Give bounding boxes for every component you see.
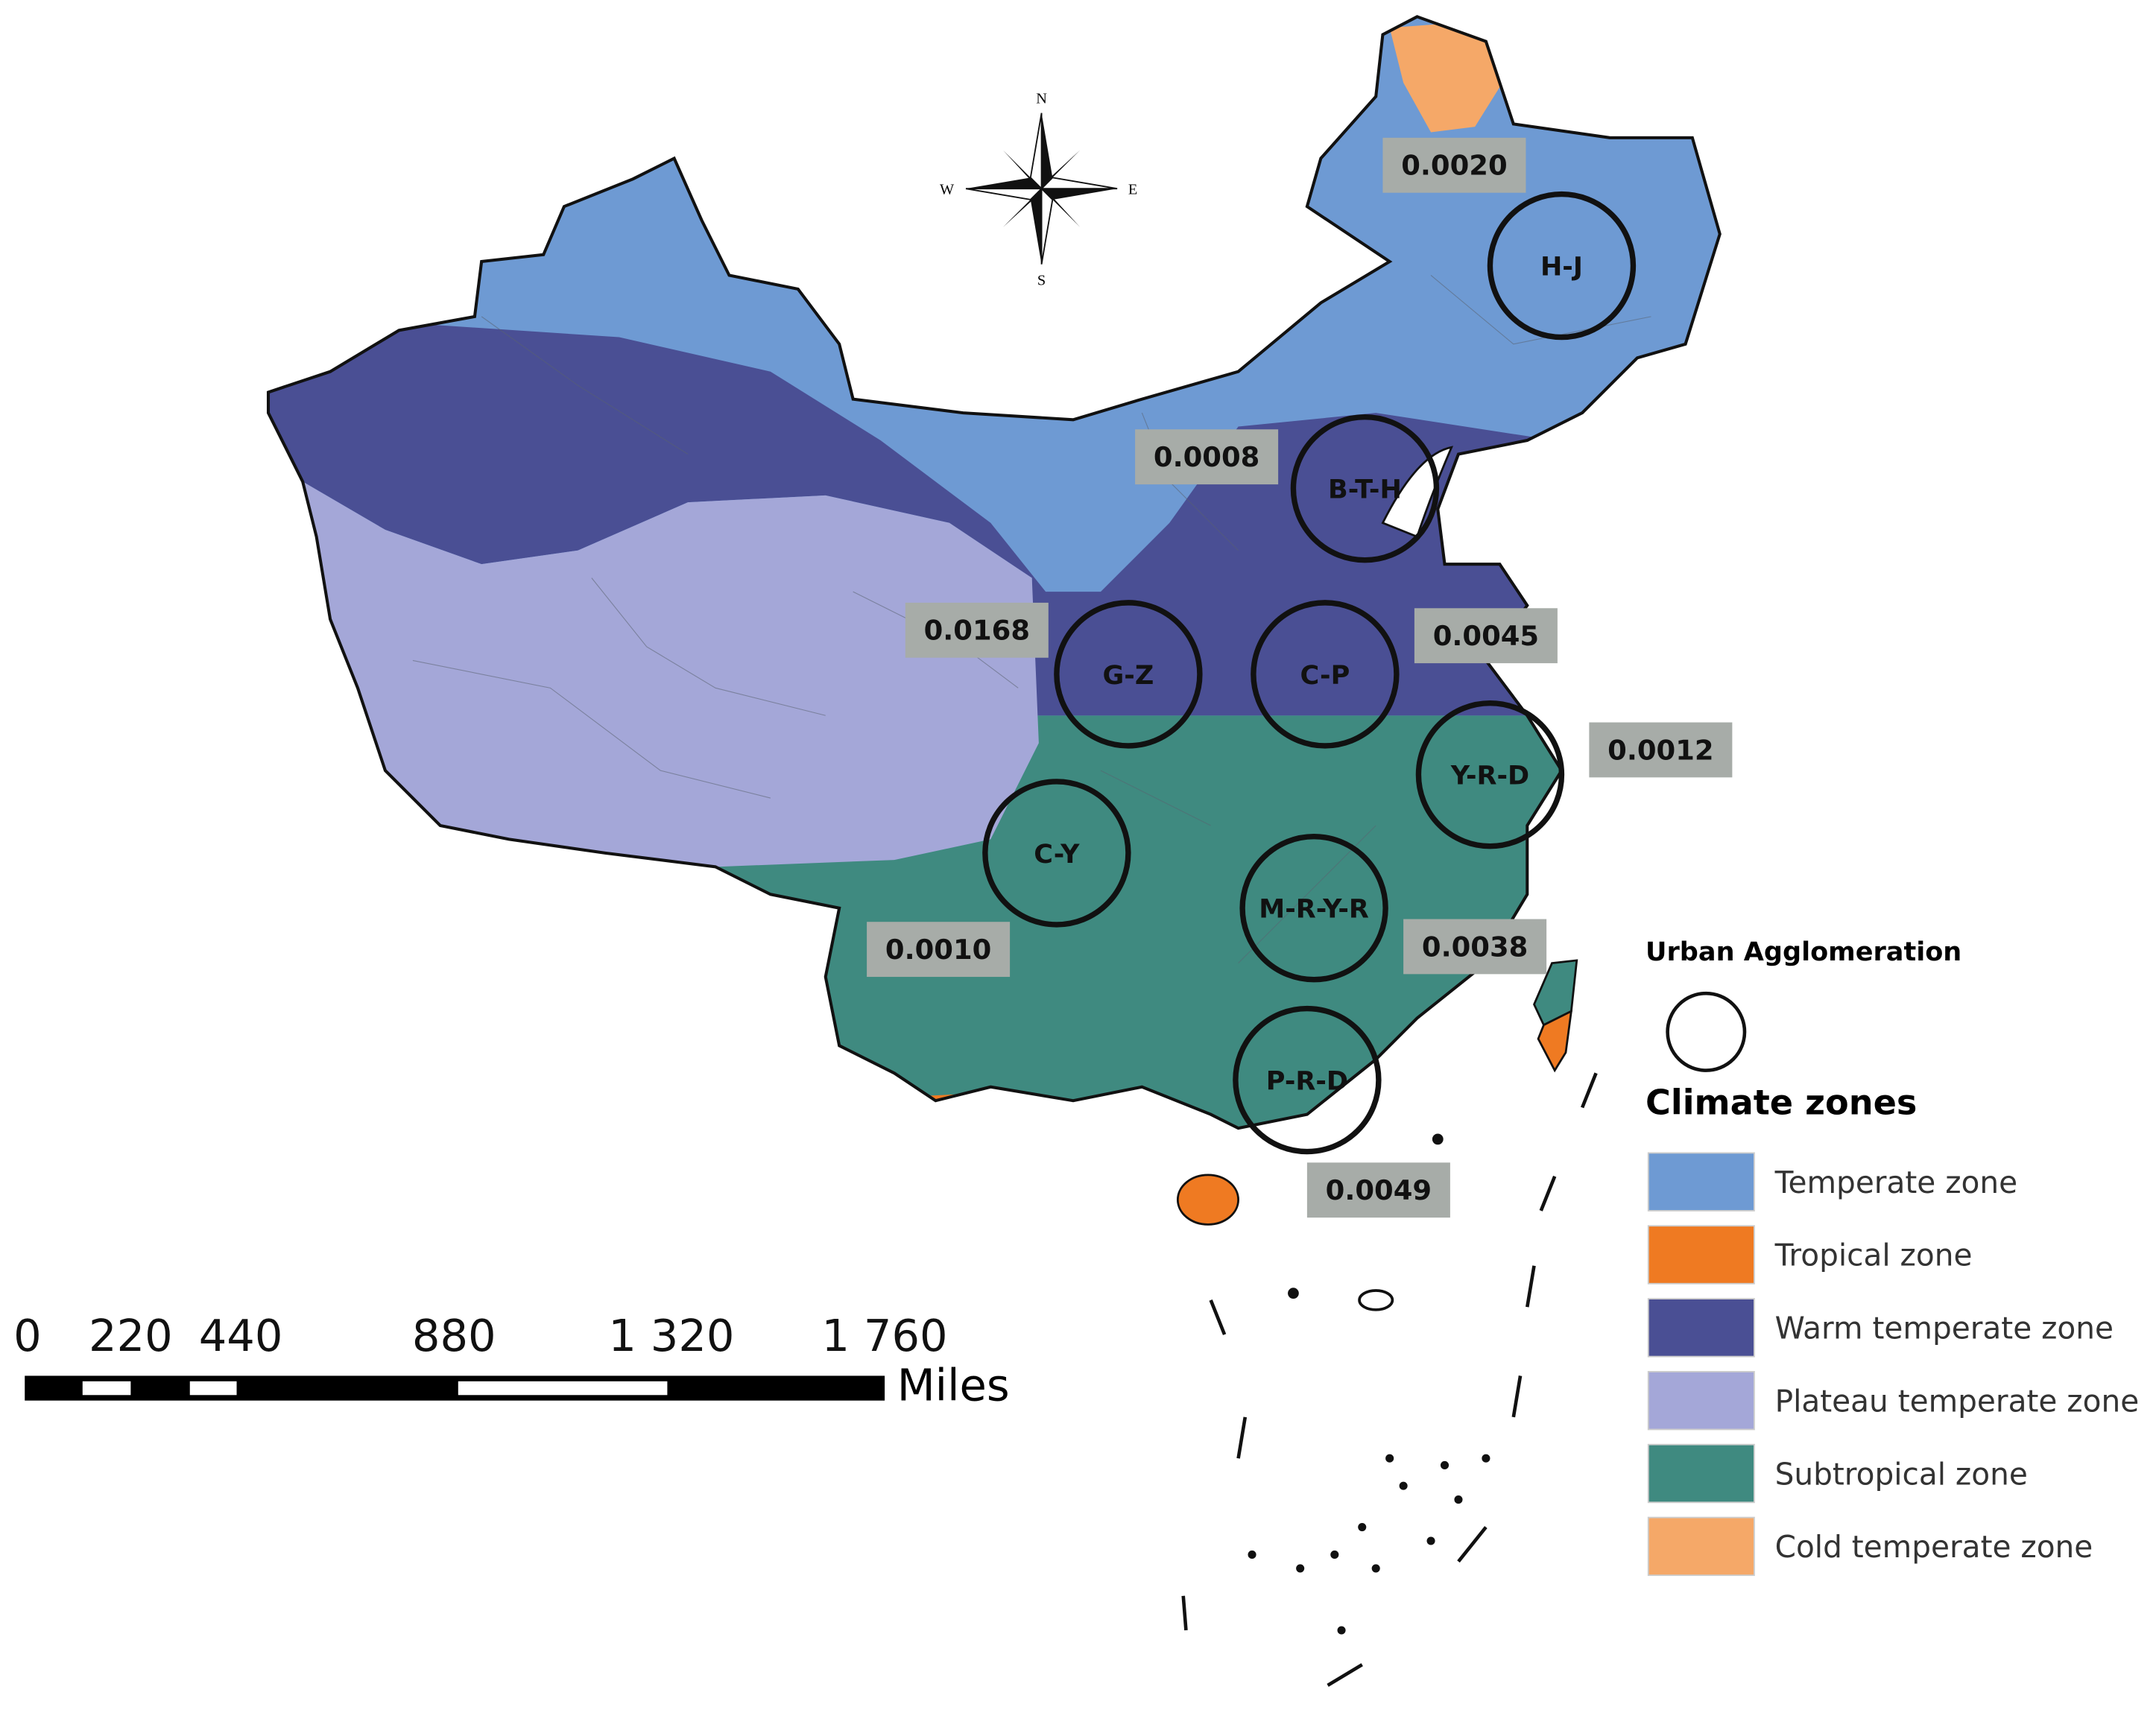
warm-temperate-area: [268, 323, 1555, 716]
agglomeration-label: B-T-H: [1328, 475, 1402, 505]
index-value: 0.0012: [1607, 734, 1713, 766]
islands: [1248, 1133, 1490, 1635]
legend-label: Warm temperate zone: [1775, 1311, 2114, 1346]
scale-tick-label: 1 760: [822, 1310, 948, 1361]
legend-label: Cold temperate zone: [1775, 1529, 2093, 1565]
country-outline: [266, 15, 1722, 1130]
index-box: [1414, 608, 1558, 664]
scale-tick-label: 440: [199, 1310, 283, 1361]
index-value: 0.0008: [1154, 441, 1259, 473]
compass-east: E: [1128, 182, 1137, 198]
index-value: 0.0020: [1401, 150, 1507, 182]
agglomeration-circle: [1415, 700, 1565, 849]
agglomeration-label: H-J: [1540, 251, 1583, 282]
nine-dash-line: [1181, 1072, 1598, 1687]
index-box: [1306, 1162, 1450, 1218]
index-value: 0.0038: [1422, 931, 1528, 963]
agglomeration-label: C-P: [1300, 660, 1350, 691]
agglomeration-circle: [982, 779, 1131, 928]
legend-swatch: [1647, 1443, 1755, 1504]
agglomeration-label: G-Z: [1103, 660, 1154, 691]
compass-south: S: [1037, 272, 1046, 288]
legend-label: Subtropical zone: [1775, 1456, 2028, 1492]
legend-circle: [1666, 991, 1747, 1072]
hainan-island: [1176, 1174, 1239, 1226]
agglomeration-label: Y-R-D: [1450, 761, 1529, 791]
agglomeration-label: M-R-Y-R: [1259, 894, 1369, 925]
index-box: [1403, 919, 1547, 975]
index-value: 0.0049: [1326, 1174, 1432, 1206]
compass-west: W: [940, 182, 955, 198]
index-box: [867, 922, 1011, 978]
tropical-area: [880, 1093, 970, 1129]
scale-bar: Miles: [25, 1360, 1010, 1411]
legend-zones-title: Climate zones: [1646, 1083, 1917, 1123]
agglomeration-circle: [1239, 834, 1388, 983]
index-value: 0.0045: [1433, 620, 1539, 652]
agglomeration-circle: [1054, 600, 1203, 749]
agglomeration-label: C-Y: [1034, 839, 1080, 870]
agglomeration-circle: [1487, 191, 1637, 341]
agglomeration-circle: [1251, 600, 1400, 749]
legend-circle-title: Urban Agglomeration: [1646, 937, 1961, 967]
legend-label: Temperate zone: [1774, 1165, 2018, 1200]
scale-tick-label: 220: [89, 1310, 173, 1361]
compass-north: N: [1036, 91, 1047, 107]
agglomeration-label: P-R-D: [1266, 1066, 1348, 1096]
legend-swatch: [1647, 1516, 1755, 1577]
agglomeration-circle: [1290, 414, 1440, 563]
legend-swatch: [1647, 1298, 1755, 1358]
index-box: [1589, 722, 1733, 778]
index-box: [1382, 137, 1526, 193]
index-value: 0.0168: [924, 615, 1030, 647]
legend-swatch: [1647, 1225, 1755, 1285]
cold-temperate-area: [1389, 20, 1503, 133]
annotations: H-J B-T-H G-Z C-P Y-R-D C-Y M-R-Y-R P-R-D 0.0020…: [13, 137, 2140, 1577]
index-box: [1135, 429, 1279, 485]
legend-label: Tropical zone: [1774, 1238, 1973, 1273]
index-value: 0.0010: [885, 934, 991, 966]
index-box: [905, 602, 1049, 658]
compass-rose: N S E W: [940, 91, 1137, 289]
scale-tick-label: 880: [412, 1310, 496, 1361]
legend-swatch: [1647, 1370, 1755, 1431]
plateau-area: [268, 454, 1039, 881]
legend-label: Plateau temperate zone: [1775, 1383, 2140, 1419]
scale-tick-label: 1 320: [608, 1310, 734, 1361]
legend-swatch: [1647, 1152, 1755, 1212]
scale-unit: Miles: [897, 1360, 1010, 1411]
scale-tick-label: 0: [13, 1310, 42, 1361]
agglomeration-circle: [1233, 1005, 1382, 1155]
taiwan-south: [1537, 1009, 1573, 1073]
